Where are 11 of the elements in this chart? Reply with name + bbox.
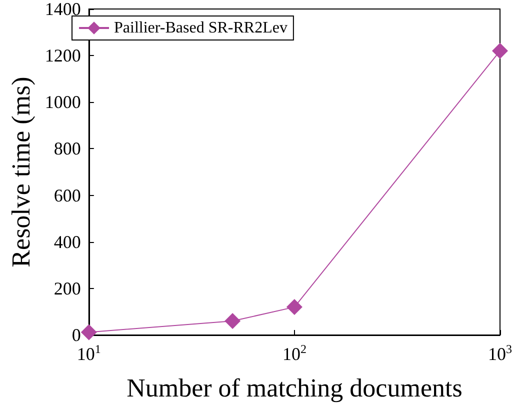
y-tick-label: 200	[54, 278, 81, 298]
x-axis-title: Number of matching documents	[126, 374, 462, 402]
y-tick-label: 1400	[44, 0, 81, 19]
y-tick-label: 1200	[44, 46, 81, 66]
y-tick-label: 1000	[44, 92, 81, 112]
y-tick-label: 600	[54, 185, 81, 206]
y-axis-title: Resolve time (ms)	[6, 76, 36, 268]
legend-label: Paillier-Based SR-RR2Lev	[114, 20, 288, 36]
y-tick-label: 0	[72, 325, 81, 345]
y-tick-label: 800	[54, 138, 81, 159]
y-tick-label: 400	[54, 232, 81, 252]
